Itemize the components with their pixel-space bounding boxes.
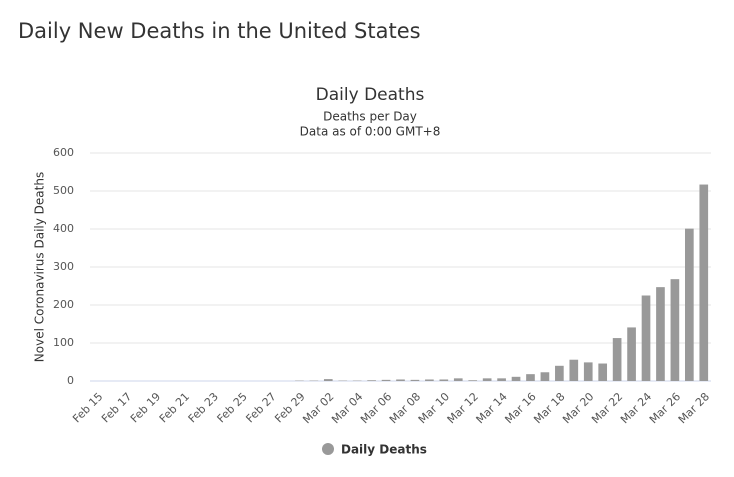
y-tick-label: 500 bbox=[53, 184, 74, 197]
chart-title: Daily Deaths bbox=[316, 85, 425, 105]
chart-subtitle: Deaths per Day bbox=[323, 110, 417, 124]
legend-label: Daily Deaths bbox=[341, 443, 427, 457]
bar bbox=[598, 363, 608, 381]
x-tick-label: Mar 22 bbox=[589, 390, 625, 426]
x-tick-label: Feb 19 bbox=[128, 390, 163, 425]
bar bbox=[511, 376, 521, 381]
x-tick-label: Mar 16 bbox=[502, 390, 538, 426]
bar bbox=[555, 365, 564, 381]
x-tick-label: Mar 20 bbox=[560, 390, 596, 426]
bar bbox=[468, 380, 478, 381]
bar bbox=[656, 287, 665, 381]
x-tick-label: Mar 24 bbox=[618, 390, 654, 426]
y-axis-title: Novel Coronavirus Daily Deaths bbox=[33, 172, 47, 362]
bar bbox=[425, 379, 434, 381]
bar bbox=[482, 378, 492, 381]
x-tick-label: Feb 21 bbox=[157, 390, 192, 425]
bar bbox=[323, 379, 333, 381]
bar bbox=[612, 338, 622, 381]
x-tick-label: Feb 25 bbox=[215, 390, 250, 425]
legend-marker bbox=[322, 443, 334, 455]
bar bbox=[627, 327, 636, 381]
chart-subtitle: Data as of 0:00 GMT+8 bbox=[300, 125, 441, 139]
y-tick-label: 600 bbox=[53, 146, 74, 159]
bar bbox=[396, 379, 405, 381]
y-tick-label: 300 bbox=[53, 260, 74, 273]
bar bbox=[497, 378, 506, 381]
x-tick-label: Feb 23 bbox=[186, 390, 221, 425]
x-tick-label: Mar 08 bbox=[387, 390, 423, 426]
bar bbox=[453, 378, 463, 381]
bar bbox=[699, 184, 709, 381]
page-heading: Daily New Deaths in the United States bbox=[18, 19, 421, 43]
bar bbox=[670, 279, 680, 381]
x-tick-label: Mar 28 bbox=[676, 390, 712, 426]
bar bbox=[381, 379, 391, 381]
bar bbox=[569, 359, 579, 381]
bar bbox=[583, 362, 593, 381]
x-tick-label: Mar 10 bbox=[416, 390, 452, 426]
bar bbox=[540, 372, 550, 381]
bar bbox=[526, 374, 535, 381]
x-tick-label: Mar 14 bbox=[474, 390, 510, 426]
y-tick-label: 400 bbox=[53, 222, 74, 235]
x-tick-label: Mar 02 bbox=[300, 390, 336, 426]
y-tick-label: 0 bbox=[67, 374, 74, 387]
x-tick-label: Feb 17 bbox=[99, 390, 134, 425]
bar bbox=[641, 295, 651, 381]
y-tick-label: 200 bbox=[53, 298, 74, 311]
x-tick-label: Mar 04 bbox=[329, 390, 365, 426]
bar bbox=[410, 379, 420, 381]
x-tick-label: Mar 12 bbox=[445, 390, 481, 426]
x-tick-label: Feb 27 bbox=[243, 390, 278, 425]
x-tick-label: Mar 18 bbox=[531, 390, 567, 426]
bar bbox=[685, 228, 694, 381]
y-tick-label: 100 bbox=[53, 336, 74, 349]
x-tick-label: Mar 26 bbox=[647, 390, 683, 426]
x-tick-label: Mar 06 bbox=[358, 390, 394, 426]
bar bbox=[439, 379, 449, 381]
x-tick-label: Feb 15 bbox=[70, 390, 105, 425]
bar bbox=[367, 380, 376, 381]
